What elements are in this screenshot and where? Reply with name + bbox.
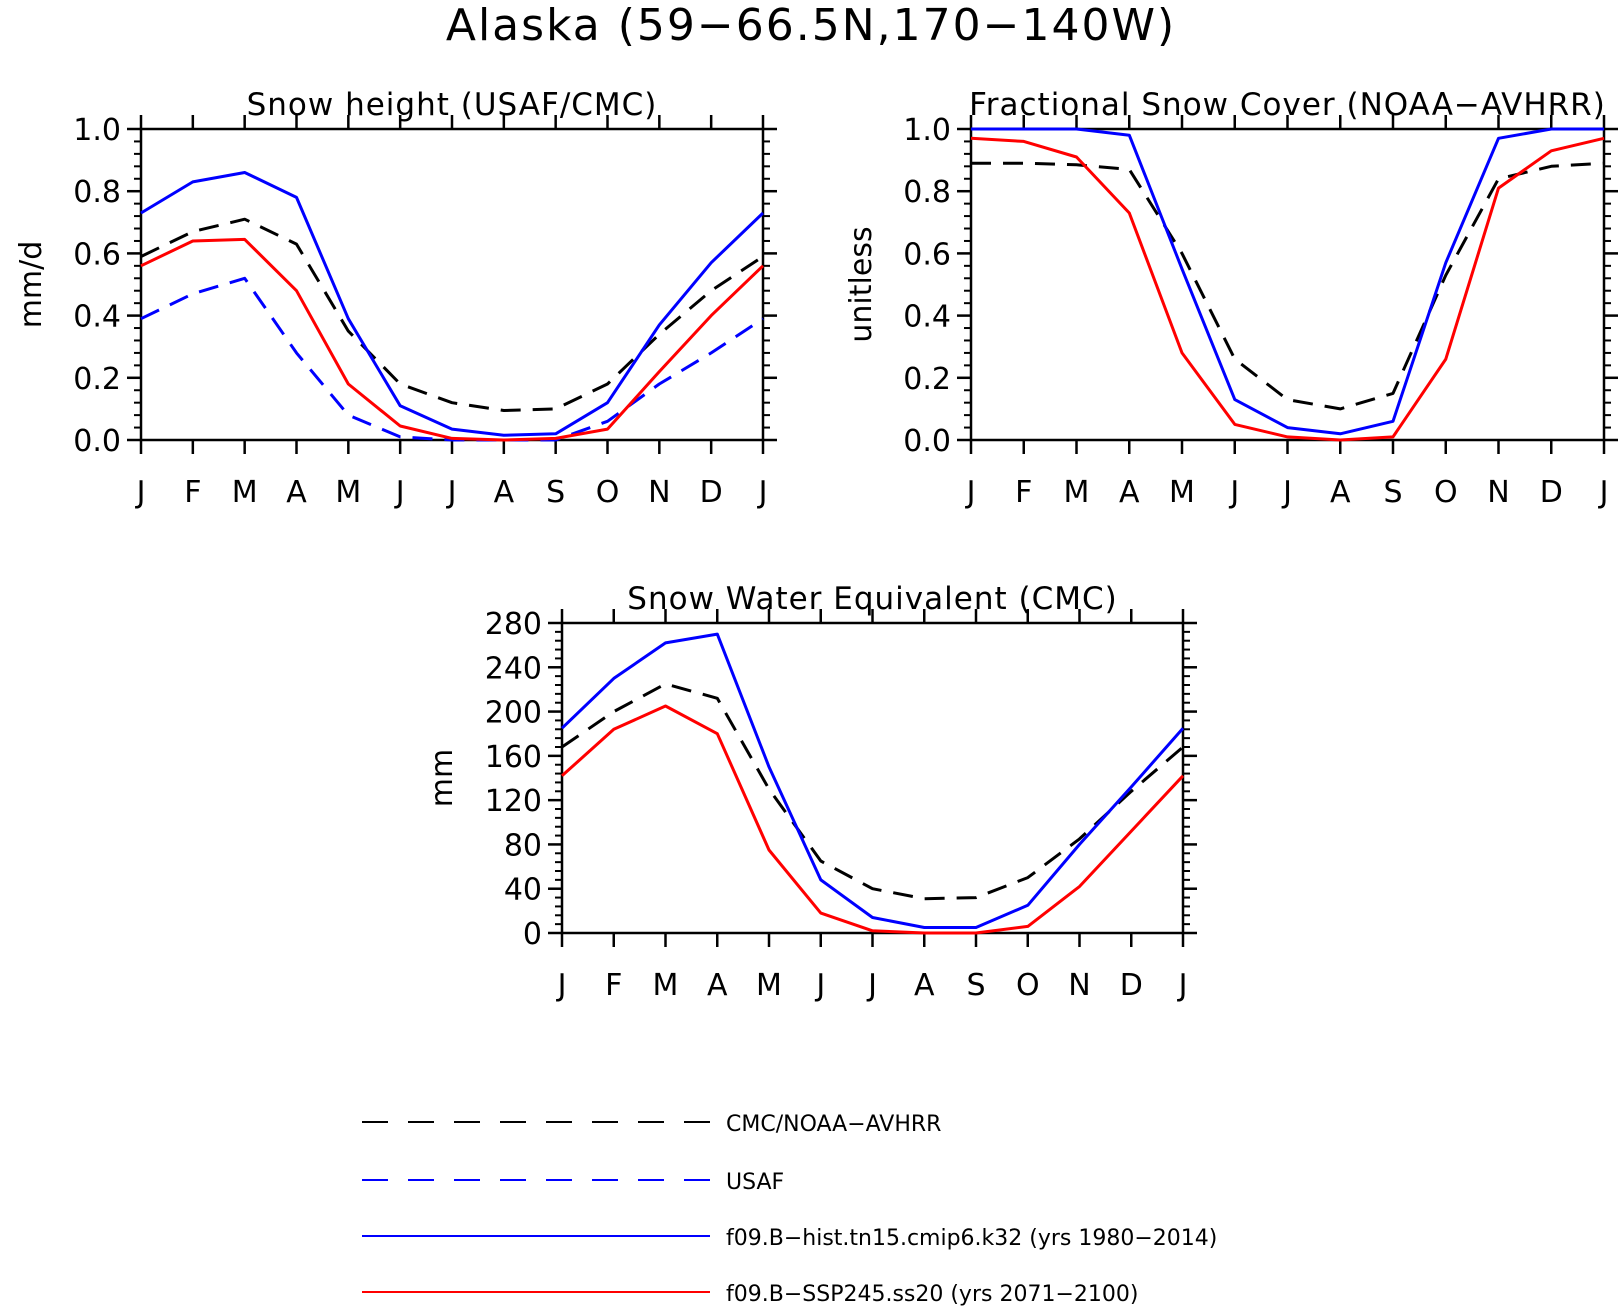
- x-tick-label: M: [653, 968, 679, 1003]
- x-tick-label: F: [184, 475, 201, 510]
- legend-label-usaf: USAF: [726, 1170, 784, 1195]
- y-tick-label: 1.0: [903, 113, 951, 148]
- x-tick-label: M: [756, 968, 782, 1003]
- series-line-hist: [560, 632, 1185, 929]
- y-tick-label: 280: [485, 607, 542, 642]
- y-tick-label: 0.0: [903, 424, 951, 459]
- y-tick-label: 0.6: [73, 237, 121, 272]
- y-tick-label: 240: [485, 651, 542, 686]
- figure-title: Alaska (59−66.5N,170−140W): [446, 0, 1176, 51]
- x-tick-label: N: [1487, 475, 1509, 510]
- y-axis-label: mm: [425, 749, 460, 807]
- series-line-usaf: [140, 276, 764, 442]
- x-tick-label: J: [866, 968, 877, 1003]
- x-tick-label: O: [1434, 475, 1458, 510]
- x-tick-label: J: [135, 475, 146, 510]
- x-tick-label: N: [1068, 968, 1090, 1003]
- x-tick-label: J: [757, 475, 768, 510]
- x-tick-label: J: [1281, 475, 1292, 510]
- series-line-hist: [140, 171, 765, 437]
- y-tick-label: 80: [504, 828, 542, 863]
- x-tick-label: F: [605, 968, 622, 1003]
- x-tick-label: A: [1330, 475, 1351, 510]
- x-tick-label: A: [914, 968, 935, 1003]
- series-line-obs: [561, 682, 1184, 901]
- y-tick-label: 1.0: [73, 113, 121, 148]
- series-line-obs: [971, 161, 1605, 411]
- series-line-ssp: [560, 704, 1185, 935]
- series-line-obs: [140, 217, 764, 412]
- x-tick-label: O: [1016, 968, 1040, 1003]
- snow-height-panel: Snow height (USAF/CMC)mm/d0.00.20.40.60.…: [14, 87, 777, 510]
- legend-label-ssp: f09.B−SSP245.ss20 (yrs 2071−2100): [726, 1282, 1138, 1306]
- series-line-ssp: [140, 237, 765, 442]
- x-tick-label: J: [1177, 968, 1188, 1003]
- snow-cover-panel: Fractional Snow Cover (NOAA−AVHRR)unitle…: [844, 87, 1618, 510]
- x-tick-label: A: [286, 475, 307, 510]
- x-tick-label: D: [1120, 968, 1143, 1003]
- x-tick-label: M: [335, 475, 361, 510]
- y-tick-label: 0.2: [73, 362, 121, 397]
- x-tick-label: A: [494, 475, 515, 510]
- x-tick-label: F: [1015, 475, 1032, 510]
- x-tick-label: D: [1540, 475, 1563, 510]
- y-tick-label: 0.4: [903, 300, 951, 335]
- x-tick-label: S: [546, 475, 565, 510]
- x-tick-label: J: [556, 968, 567, 1003]
- y-tick-label: 40: [504, 873, 542, 908]
- x-tick-label: N: [648, 475, 670, 510]
- y-tick-label: 0.6: [903, 237, 951, 272]
- y-tick-label: 0: [523, 917, 542, 952]
- x-tick-label: A: [707, 968, 728, 1003]
- legend: CMC/NOAA−AVHRR USAF f09.B−hist.tn15.cmip…: [362, 1112, 1217, 1306]
- y-tick-label: 200: [485, 696, 542, 731]
- x-tick-label: J: [1228, 475, 1239, 510]
- x-tick-label: S: [1383, 475, 1402, 510]
- y-tick-label: 160: [485, 740, 542, 775]
- y-axis-label: mm/d: [14, 241, 49, 329]
- series-line-hist: [971, 127, 1604, 436]
- y-tick-label: 0.2: [903, 362, 951, 397]
- plot-frame: [560, 621, 1185, 935]
- y-tick-label: 120: [485, 784, 542, 819]
- series-line-ssp: [970, 136, 1605, 442]
- y-axis-label: unitless: [844, 226, 879, 342]
- y-tick-label: 0.8: [73, 175, 121, 210]
- x-tick-label: J: [446, 475, 457, 510]
- x-tick-label: M: [1169, 475, 1195, 510]
- x-tick-label: J: [965, 475, 976, 510]
- x-tick-label: M: [232, 475, 258, 510]
- x-tick-label: M: [1064, 475, 1090, 510]
- legend-label-obs: CMC/NOAA−AVHRR: [726, 1112, 941, 1137]
- swe-panel: Snow Water Equivalent (CMC)mm04080120160…: [425, 581, 1197, 1003]
- x-tick-label: O: [596, 475, 620, 510]
- y-tick-label: 0.8: [903, 175, 951, 210]
- x-tick-label: J: [1598, 475, 1609, 510]
- x-tick-label: D: [700, 475, 723, 510]
- y-tick-label: 0.4: [73, 300, 121, 335]
- x-tick-label: J: [814, 968, 825, 1003]
- legend-label-hist: f09.B−hist.tn15.cmip6.k32 (yrs 1980−2014…: [726, 1226, 1217, 1251]
- y-tick-label: 0.0: [73, 424, 121, 459]
- x-tick-label: S: [966, 968, 985, 1003]
- x-tick-label: J: [394, 475, 405, 510]
- x-tick-label: A: [1119, 475, 1140, 510]
